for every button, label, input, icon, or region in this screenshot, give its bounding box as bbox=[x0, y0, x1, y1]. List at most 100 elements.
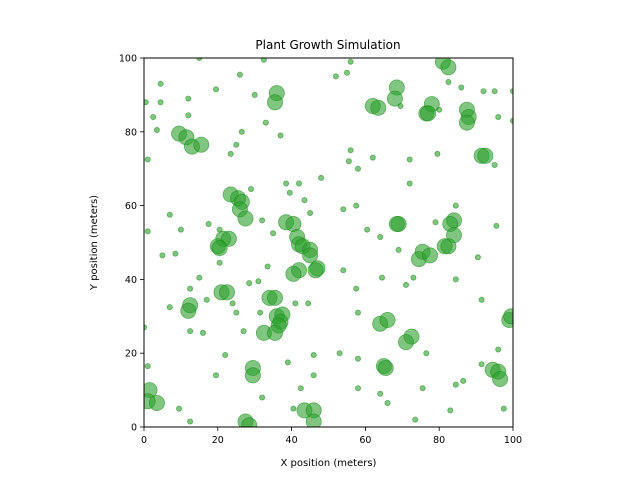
data-point-182 bbox=[336, 350, 343, 357]
data-point-155 bbox=[495, 114, 502, 121]
data-point-139 bbox=[259, 394, 266, 401]
data-point-89 bbox=[185, 112, 192, 119]
axes-frame bbox=[143, 57, 514, 428]
data-point-31 bbox=[266, 289, 283, 306]
data-point-71 bbox=[421, 247, 438, 264]
data-point-149 bbox=[436, 106, 443, 113]
plot-area bbox=[144, 58, 513, 427]
data-point-73 bbox=[379, 311, 396, 328]
data-point-143 bbox=[310, 351, 317, 358]
data-point-115 bbox=[159, 252, 166, 259]
data-point-184 bbox=[423, 350, 430, 357]
data-point-110 bbox=[177, 226, 184, 233]
data-point-133 bbox=[240, 328, 247, 335]
data-point-75 bbox=[397, 334, 414, 351]
data-point-39 bbox=[244, 367, 261, 384]
data-point-49 bbox=[370, 99, 387, 116]
data-point-61 bbox=[477, 147, 494, 164]
data-point-102 bbox=[295, 180, 302, 187]
data-point-166 bbox=[353, 202, 360, 209]
data-point-88 bbox=[185, 95, 192, 102]
data-point-161 bbox=[406, 156, 413, 163]
data-point-103 bbox=[286, 189, 293, 196]
data-point-59 bbox=[458, 114, 475, 131]
data-point-132 bbox=[199, 329, 206, 336]
data-point-114 bbox=[270, 230, 277, 237]
data-point-128 bbox=[292, 300, 299, 307]
y-tick-label-4: 80 bbox=[125, 127, 137, 138]
data-point-190 bbox=[354, 385, 361, 392]
data-point-41 bbox=[241, 417, 258, 427]
data-point-68 bbox=[440, 238, 457, 255]
data-point-187 bbox=[452, 381, 459, 388]
data-point-174 bbox=[340, 267, 347, 274]
x-tick-label-2: 40 bbox=[286, 435, 298, 446]
data-point-100 bbox=[144, 156, 151, 163]
data-point-109 bbox=[144, 228, 151, 235]
data-point-131 bbox=[187, 328, 194, 335]
data-point-186 bbox=[478, 361, 485, 368]
data-point-104 bbox=[301, 197, 308, 204]
data-point-193 bbox=[412, 416, 419, 423]
data-point-165 bbox=[340, 206, 347, 213]
data-point-3 bbox=[193, 136, 210, 153]
data-point-126 bbox=[233, 309, 240, 316]
data-point-82 bbox=[503, 308, 513, 325]
data-point-112 bbox=[216, 226, 223, 233]
data-point-181 bbox=[354, 309, 361, 316]
data-point-146 bbox=[343, 69, 350, 76]
data-point-54 bbox=[420, 105, 437, 122]
data-point-157 bbox=[347, 147, 354, 154]
data-point-127 bbox=[257, 309, 264, 316]
data-point-185 bbox=[495, 346, 502, 353]
chart-title: Plant Growth Simulation bbox=[255, 38, 400, 52]
data-point-47 bbox=[305, 413, 322, 427]
data-point-121 bbox=[196, 274, 203, 281]
y-axis-label: Y position (meters) bbox=[89, 195, 100, 291]
data-point-178 bbox=[410, 274, 417, 281]
data-point-21 bbox=[302, 247, 319, 264]
data-point-98 bbox=[233, 141, 240, 148]
data-point-111 bbox=[205, 220, 212, 227]
data-point-94 bbox=[251, 91, 258, 98]
data-point-172 bbox=[395, 246, 402, 253]
data-point-37 bbox=[266, 324, 283, 341]
data-point-122 bbox=[187, 285, 194, 292]
data-point-142 bbox=[310, 372, 317, 379]
data-point-176 bbox=[402, 281, 409, 288]
data-point-99 bbox=[227, 150, 234, 157]
y-tick-label-0: 0 bbox=[131, 423, 137, 434]
data-point-117 bbox=[216, 259, 223, 266]
y-tick-label-5: 100 bbox=[119, 54, 137, 65]
data-point-195 bbox=[500, 405, 507, 412]
data-point-177 bbox=[353, 285, 360, 292]
data-point-63 bbox=[388, 215, 405, 232]
data-point-171 bbox=[493, 222, 500, 229]
data-point-134 bbox=[222, 351, 229, 358]
data-point-147 bbox=[347, 58, 354, 65]
data-point-27 bbox=[218, 284, 235, 301]
data-point-137 bbox=[176, 405, 183, 412]
data-point-167 bbox=[452, 202, 459, 209]
data-point-10 bbox=[237, 210, 254, 227]
y-tick-label-1: 20 bbox=[125, 349, 137, 360]
data-point-108 bbox=[166, 211, 173, 218]
data-point-135 bbox=[144, 363, 151, 370]
data-point-91 bbox=[212, 86, 219, 93]
data-point-97 bbox=[238, 128, 245, 135]
data-point-164 bbox=[406, 180, 413, 187]
data-point-152 bbox=[480, 88, 487, 95]
data-point-191 bbox=[377, 390, 384, 397]
data-point-125 bbox=[229, 300, 236, 307]
x-tick-label-3: 60 bbox=[359, 435, 371, 446]
data-point-105 bbox=[307, 209, 314, 216]
data-point-170 bbox=[432, 219, 439, 226]
data-point-175 bbox=[378, 274, 385, 281]
data-point-144 bbox=[290, 405, 297, 412]
x-tick-label-4: 80 bbox=[433, 435, 445, 446]
y-tick-label-2: 40 bbox=[125, 275, 137, 286]
data-point-23 bbox=[307, 262, 324, 279]
data-point-169 bbox=[377, 233, 384, 240]
data-point-162 bbox=[434, 150, 441, 157]
data-point-136 bbox=[212, 372, 219, 379]
